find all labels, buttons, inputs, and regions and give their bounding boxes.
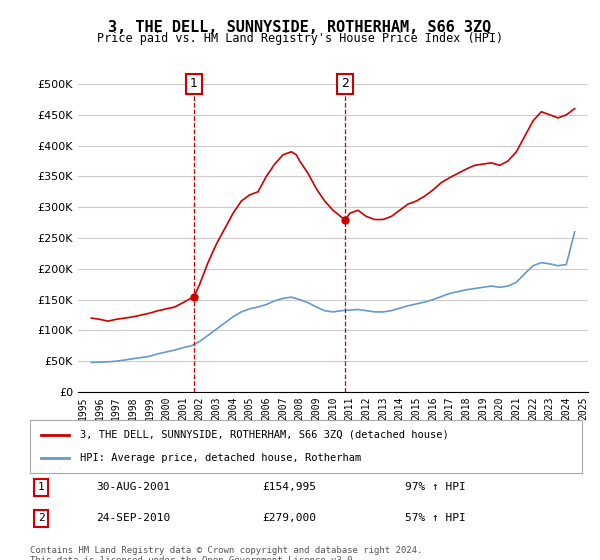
Text: 24-SEP-2010: 24-SEP-2010 — [96, 514, 170, 523]
Text: 3, THE DELL, SUNNYSIDE, ROTHERHAM, S66 3ZQ (detached house): 3, THE DELL, SUNNYSIDE, ROTHERHAM, S66 3… — [80, 430, 448, 440]
Text: 30-AUG-2001: 30-AUG-2001 — [96, 482, 170, 492]
Text: 1: 1 — [38, 482, 44, 492]
Text: Price paid vs. HM Land Registry's House Price Index (HPI): Price paid vs. HM Land Registry's House … — [97, 32, 503, 45]
Text: 57% ↑ HPI: 57% ↑ HPI — [406, 514, 466, 523]
Text: Contains HM Land Registry data © Crown copyright and database right 2024.
This d: Contains HM Land Registry data © Crown c… — [30, 546, 422, 560]
Text: 97% ↑ HPI: 97% ↑ HPI — [406, 482, 466, 492]
Text: 2: 2 — [341, 77, 349, 91]
Text: 2: 2 — [38, 514, 44, 523]
Text: £279,000: £279,000 — [262, 514, 316, 523]
Text: 1: 1 — [190, 77, 198, 91]
Text: HPI: Average price, detached house, Rotherham: HPI: Average price, detached house, Roth… — [80, 453, 361, 463]
Text: £154,995: £154,995 — [262, 482, 316, 492]
Text: 3, THE DELL, SUNNYSIDE, ROTHERHAM, S66 3ZQ: 3, THE DELL, SUNNYSIDE, ROTHERHAM, S66 3… — [109, 20, 491, 35]
